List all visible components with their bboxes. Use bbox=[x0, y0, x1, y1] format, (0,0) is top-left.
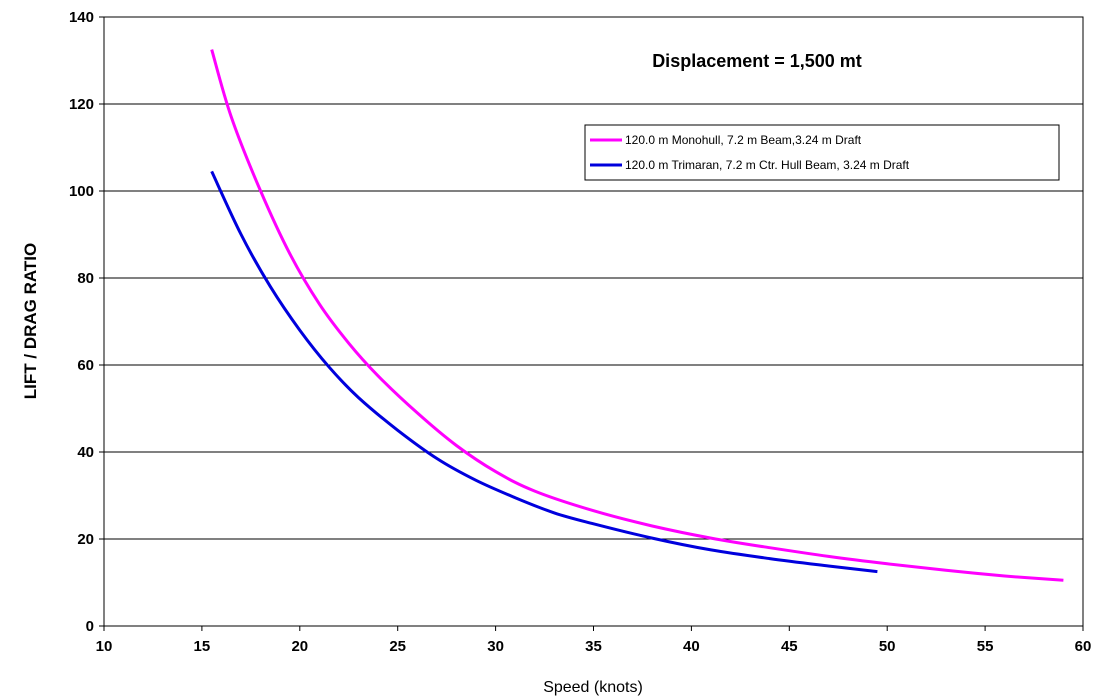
series-line-trimaran bbox=[210, 170, 878, 574]
grid-lines bbox=[104, 103, 1083, 540]
series-line-monohull bbox=[210, 49, 1064, 582]
y-tick-label: 100 bbox=[69, 183, 94, 200]
y-axis-label: LIFT / DRAG RATIO bbox=[21, 243, 40, 399]
series-group bbox=[210, 49, 1064, 582]
y-tick-label: 120 bbox=[69, 96, 94, 113]
y-tick-label: 80 bbox=[77, 270, 94, 287]
x-tick-label: 60 bbox=[1075, 638, 1092, 655]
y-axis-ticks: 0 20 40 60 80 100 120 140 bbox=[69, 9, 104, 635]
y-tick-label: 40 bbox=[77, 444, 94, 461]
y-tick-label: 140 bbox=[69, 9, 94, 26]
x-tick-label: 10 bbox=[96, 638, 113, 655]
x-tick-label: 25 bbox=[389, 638, 406, 655]
legend-box bbox=[584, 124, 1060, 181]
y-tick-label: 0 bbox=[86, 618, 94, 635]
x-tick-label: 20 bbox=[291, 638, 308, 655]
x-axis-label: Speed (knots) bbox=[543, 679, 643, 696]
x-axis-ticks: 10 15 20 25 30 35 40 45 50 55 60 bbox=[96, 626, 1092, 655]
legend-label-monohull: 120.0 m Monohull, 7.2 m Beam,3.24 m Draf… bbox=[625, 133, 862, 147]
x-tick-label: 40 bbox=[683, 638, 700, 655]
legend-label-trimaran: 120.0 m Trimaran, 7.2 m Ctr. Hull Beam, … bbox=[625, 158, 910, 172]
y-tick-label: 60 bbox=[77, 357, 94, 374]
displacement-annotation: Displacement = 1,500 mt bbox=[652, 51, 862, 71]
y-tick-label: 20 bbox=[77, 531, 94, 548]
x-tick-label: 55 bbox=[977, 638, 994, 655]
legend: 120.0 m Monohull, 7.2 m Beam,3.24 m Draf… bbox=[584, 124, 1060, 181]
x-tick-label: 35 bbox=[585, 638, 602, 655]
x-tick-label: 15 bbox=[194, 638, 211, 655]
plot-area-frame bbox=[103, 16, 1084, 627]
x-tick-label: 50 bbox=[879, 638, 896, 655]
x-tick-label: 30 bbox=[487, 638, 504, 655]
x-tick-label: 45 bbox=[781, 638, 798, 655]
